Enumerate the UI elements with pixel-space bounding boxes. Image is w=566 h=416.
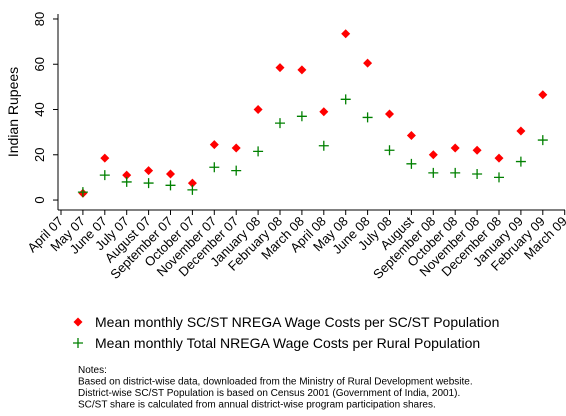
plus-point [187, 184, 198, 195]
diamond-point [144, 166, 154, 176]
diamond-point [341, 29, 351, 39]
plus-point [231, 165, 242, 176]
diamond-point [472, 145, 482, 155]
plus-point [428, 167, 439, 178]
plus-point [275, 118, 285, 129]
plus-point [77, 187, 88, 198]
plus-point [209, 162, 220, 173]
plus-point [515, 156, 526, 167]
plus-point [472, 169, 483, 180]
plus-point [143, 178, 154, 189]
y-tick-label: 40 [32, 102, 47, 116]
y-tick-label: 60 [32, 57, 47, 71]
note-line: District-wise SC/ST Population is based … [78, 388, 460, 399]
plus-point [318, 140, 329, 151]
y-tick-label: 0 [32, 196, 47, 203]
diamond-point [363, 58, 373, 68]
diamond-point [516, 126, 526, 136]
diamond-point [253, 105, 263, 115]
diamond-point [428, 150, 438, 160]
plus-point [450, 167, 461, 178]
y-axis-label: Indian Rupees [5, 67, 21, 157]
y-tick-label: 80 [32, 12, 47, 26]
diamond-point [297, 65, 307, 75]
diamond-point [100, 153, 110, 163]
plus-point [384, 145, 395, 156]
diamond-point [209, 140, 219, 150]
diamond-point [122, 170, 132, 180]
plus-point [73, 338, 83, 348]
diamond-point [494, 153, 504, 163]
diamond-point [231, 143, 241, 153]
plus-point [121, 176, 132, 187]
plus-point [296, 111, 307, 122]
diamond-point [166, 169, 175, 179]
legend-label: Mean monthly Total NREGA Wage Costs per … [95, 335, 480, 351]
plus-point [406, 158, 417, 169]
diamond-point [406, 131, 416, 141]
diamond-point [275, 63, 285, 73]
diamond-point [73, 317, 83, 327]
y-tick-label: 20 [32, 148, 47, 162]
diamond-point [385, 109, 394, 119]
plus-point [362, 112, 373, 123]
diamond-point [538, 90, 548, 100]
plus-point [494, 172, 504, 183]
note-line: Based on district-wise data, downloaded … [78, 377, 473, 388]
plus-point [253, 146, 264, 157]
plus-point [537, 135, 548, 146]
legend-label: Mean monthly SC/ST NREGA Wage Costs per … [95, 314, 499, 330]
plus-point [99, 170, 110, 181]
plus-point [165, 180, 176, 191]
note-line: Notes: [78, 365, 107, 376]
note-line: SC/ST share is calculated from annual di… [78, 400, 436, 411]
diamond-point [450, 143, 460, 153]
diamond-point [187, 178, 197, 188]
plus-point [340, 94, 351, 105]
diamond-point [319, 107, 329, 117]
